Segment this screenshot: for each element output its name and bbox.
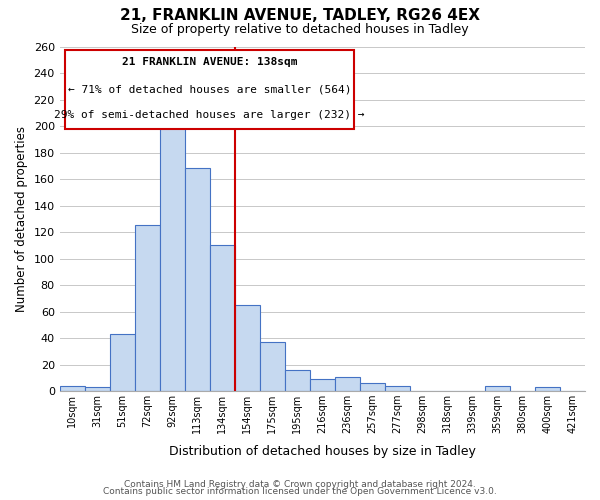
Y-axis label: Number of detached properties: Number of detached properties: [15, 126, 28, 312]
Bar: [235, 305, 260, 391]
Bar: [85, 387, 110, 391]
Bar: [110, 334, 135, 391]
FancyBboxPatch shape: [65, 50, 354, 129]
Bar: [360, 383, 385, 391]
Bar: [335, 376, 360, 391]
Bar: [210, 246, 235, 391]
Bar: [285, 370, 310, 391]
Text: Contains public sector information licensed under the Open Government Licence v3: Contains public sector information licen…: [103, 488, 497, 496]
Bar: [535, 387, 560, 391]
Bar: [59, 386, 85, 391]
Bar: [185, 168, 210, 391]
Text: 29% of semi-detached houses are larger (232) →: 29% of semi-detached houses are larger (…: [54, 110, 365, 120]
X-axis label: Distribution of detached houses by size in Tadley: Distribution of detached houses by size …: [169, 444, 476, 458]
Bar: [485, 386, 510, 391]
Bar: [135, 226, 160, 391]
Bar: [160, 122, 185, 391]
Text: 21, FRANKLIN AVENUE, TADLEY, RG26 4EX: 21, FRANKLIN AVENUE, TADLEY, RG26 4EX: [120, 8, 480, 22]
Bar: [310, 379, 335, 391]
Text: Size of property relative to detached houses in Tadley: Size of property relative to detached ho…: [131, 22, 469, 36]
Text: 21 FRANKLIN AVENUE: 138sqm: 21 FRANKLIN AVENUE: 138sqm: [122, 57, 297, 67]
Bar: [260, 342, 285, 391]
Text: Contains HM Land Registry data © Crown copyright and database right 2024.: Contains HM Land Registry data © Crown c…: [124, 480, 476, 489]
Text: ← 71% of detached houses are smaller (564): ← 71% of detached houses are smaller (56…: [68, 84, 351, 94]
Bar: [385, 386, 410, 391]
